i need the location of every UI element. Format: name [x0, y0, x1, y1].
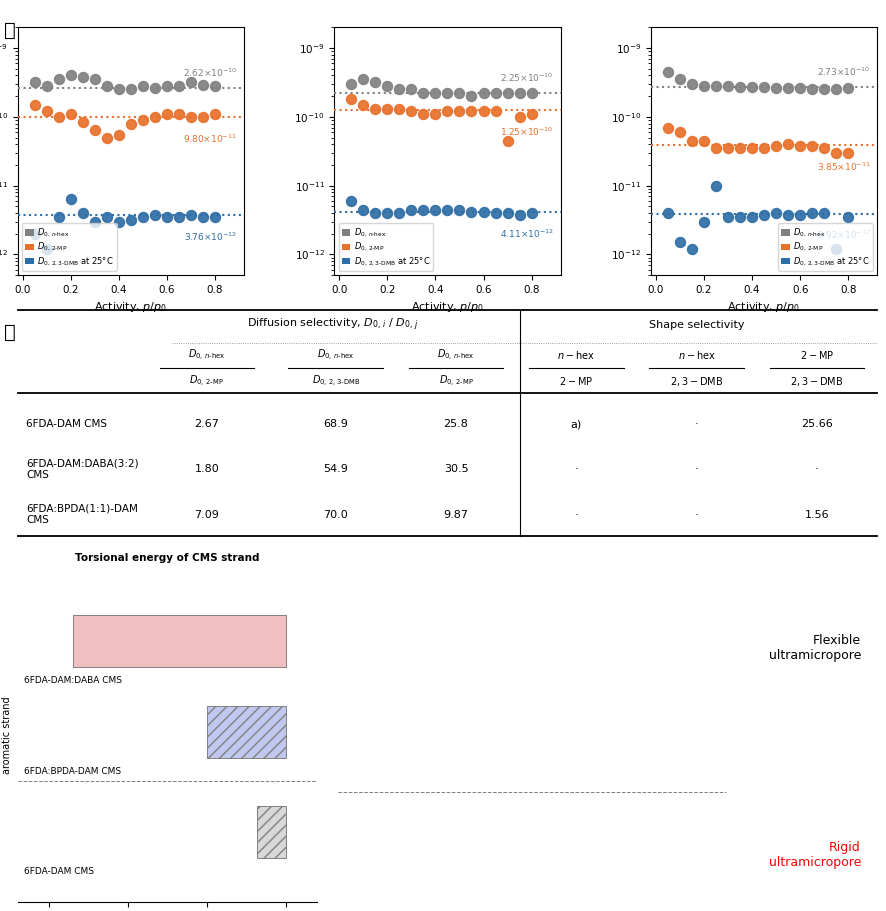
Point: [745, 141, 759, 156]
Text: $D_{0,\,2\text{-MP}}$: $D_{0,\,2\text{-MP}}$: [190, 374, 224, 389]
Point: [99, 78, 113, 93]
Text: 9.87: 9.87: [444, 509, 469, 519]
Point: [404, 82, 418, 97]
Text: $2,3-\mathrm{DMB}$: $2,3-\mathrm{DMB}$: [790, 374, 843, 388]
Text: $D_{0,\,2\text{-MP}}$: $D_{0,\,2\text{-MP}}$: [439, 374, 473, 389]
Point: [733, 141, 747, 156]
Point: [696, 133, 711, 148]
Point: [51, 72, 66, 87]
Text: 54.9: 54.9: [323, 465, 348, 475]
Text: 2.73$\times$10$^{-10}$: 2.73$\times$10$^{-10}$: [817, 66, 870, 77]
Text: 25.8: 25.8: [444, 419, 469, 429]
Point: [369, 75, 383, 89]
Text: 1.80: 1.80: [194, 465, 219, 475]
Point: [64, 107, 78, 121]
Point: [416, 107, 431, 121]
Text: Shape selectivity: Shape selectivity: [649, 320, 744, 330]
Text: 68.9: 68.9: [323, 419, 348, 429]
Point: [112, 214, 126, 229]
Point: [709, 179, 723, 193]
Text: 3.85$\times$10$^{-11}$: 3.85$\times$10$^{-11}$: [817, 160, 870, 173]
Point: [757, 141, 771, 156]
Point: [793, 138, 807, 153]
Text: a): a): [571, 419, 582, 429]
Text: 6FDA:BPDA(1:1)-DAM
CMS: 6FDA:BPDA(1:1)-DAM CMS: [27, 504, 138, 526]
Point: [380, 102, 394, 117]
Point: [817, 141, 831, 156]
Point: [136, 78, 150, 93]
Point: [672, 125, 687, 139]
Text: 6FDA-DAM CMS: 6FDA-DAM CMS: [27, 419, 107, 429]
Text: $n-\mathrm{hex}$: $n-\mathrm{hex}$: [557, 349, 595, 361]
Point: [440, 86, 455, 100]
Point: [781, 137, 796, 151]
Text: $D_{0,\,n\text{-hex}}$: $D_{0,\,n\text{-hex}}$: [317, 347, 354, 363]
Text: Diffusion selectivity, $D_{0,\,i}$ / $D_{0,\,j}$: Diffusion selectivity, $D_{0,\,i}$ / $D_…: [247, 317, 419, 333]
Point: [841, 81, 855, 96]
Text: 나: 나: [4, 322, 16, 342]
Point: [344, 92, 358, 107]
X-axis label: Activity, $p/p_0$: Activity, $p/p_0$: [94, 301, 167, 314]
Point: [344, 194, 358, 209]
Text: $2,3-\mathrm{DMB}$: $2,3-\mathrm{DMB}$: [670, 374, 723, 388]
Bar: [73, 615, 285, 667]
Point: [51, 210, 66, 224]
Point: [661, 206, 675, 220]
Point: [805, 82, 820, 97]
Point: [112, 128, 126, 142]
Point: [124, 117, 138, 131]
Text: 1.56: 1.56: [804, 509, 829, 519]
Point: [369, 206, 383, 220]
Point: [88, 122, 102, 137]
Point: [196, 109, 210, 124]
Point: [672, 235, 687, 250]
Point: [757, 80, 771, 95]
Point: [64, 68, 78, 83]
Point: [453, 86, 467, 100]
X-axis label: Activity, $p/p_0$: Activity, $p/p_0$: [727, 301, 801, 314]
Point: [159, 210, 174, 224]
Point: [416, 86, 431, 100]
Point: [428, 86, 442, 100]
Text: $D_{0,\,n\text{-hex}}$: $D_{0,\,n\text{-hex}}$: [438, 347, 475, 363]
Point: [369, 102, 383, 117]
Point: [781, 81, 796, 96]
Point: [172, 210, 186, 224]
Text: 6FDA-DAM:DABA(3:2)
CMS: 6FDA-DAM:DABA(3:2) CMS: [27, 458, 139, 480]
Point: [208, 210, 222, 224]
Point: [829, 82, 843, 97]
Point: [672, 72, 687, 87]
Bar: [206, 706, 285, 758]
Point: [464, 204, 478, 219]
Point: [196, 210, 210, 224]
Point: [40, 104, 54, 118]
Point: [356, 97, 370, 112]
Point: [172, 107, 186, 121]
Point: [99, 210, 113, 224]
Text: ·: ·: [695, 465, 698, 475]
Point: [148, 81, 162, 96]
Point: [781, 208, 796, 222]
Point: [488, 104, 502, 118]
Point: [392, 102, 407, 117]
Point: [148, 109, 162, 124]
Point: [488, 206, 502, 220]
Point: [392, 206, 407, 220]
Text: ·: ·: [574, 509, 579, 519]
Point: [27, 97, 42, 112]
Point: [64, 191, 78, 206]
Point: [829, 241, 843, 256]
Text: 6FDA-DAM:DABA CMS: 6FDA-DAM:DABA CMS: [24, 676, 121, 685]
Point: [525, 206, 539, 220]
Point: [99, 130, 113, 145]
Point: [208, 107, 222, 121]
Point: [440, 202, 455, 217]
Point: [88, 214, 102, 229]
Point: [184, 75, 198, 89]
Text: 2.25$\times$10$^{-10}$: 2.25$\times$10$^{-10}$: [501, 71, 554, 84]
Point: [208, 78, 222, 93]
Text: 4.11$\times$10$^{-12}$: 4.11$\times$10$^{-12}$: [500, 228, 554, 240]
Point: [501, 206, 515, 220]
Text: Rigid
ultramicropore: Rigid ultramicropore: [768, 841, 861, 869]
Point: [380, 78, 394, 93]
